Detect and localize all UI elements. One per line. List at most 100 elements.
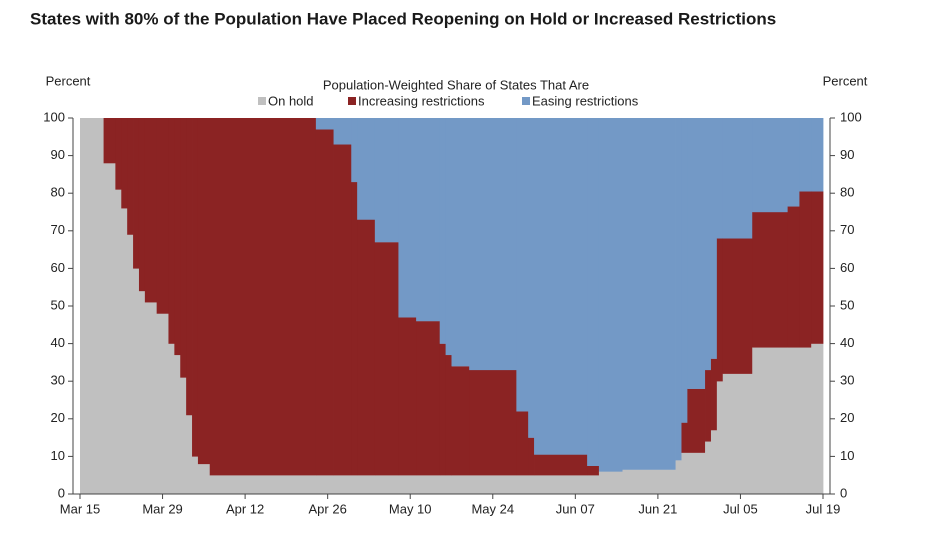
x-tick-label: Mar 15 <box>60 501 100 516</box>
area-step <box>156 118 169 314</box>
area-step <box>451 118 470 367</box>
area-step <box>416 475 441 495</box>
chart-title: States with 80% of the Population Have P… <box>30 9 776 28</box>
y2-axis-label: Percent <box>823 73 868 88</box>
legend-swatch <box>348 97 356 105</box>
area-step <box>351 118 358 183</box>
area-step <box>374 118 399 243</box>
y-tick-label: 20 <box>51 410 65 425</box>
x-tick-label: Jul 19 <box>806 501 841 516</box>
area-step <box>687 388 706 453</box>
x-tick-label: Mar 29 <box>142 501 182 516</box>
area-step <box>716 118 724 239</box>
area-step <box>374 475 399 495</box>
area-step <box>209 118 317 476</box>
area-step <box>716 381 724 495</box>
area-step <box>333 475 352 495</box>
area-step <box>174 118 181 356</box>
y2-tick-label: 0 <box>840 485 847 500</box>
area-step <box>351 181 358 476</box>
y2-tick-label: 40 <box>840 335 854 350</box>
y2-tick-label: 30 <box>840 373 854 388</box>
area-step <box>587 465 600 476</box>
legend-swatch <box>522 97 530 105</box>
x-tick-label: Jul 05 <box>723 501 758 516</box>
y-tick-label: 50 <box>51 297 65 312</box>
y-tick-label: 100 <box>43 109 65 124</box>
area-step <box>469 475 517 495</box>
area-step <box>156 313 169 495</box>
area-step <box>121 118 128 209</box>
area-step <box>180 377 187 495</box>
area-step <box>516 411 529 476</box>
y2-tick-label: 70 <box>840 222 854 237</box>
area-step <box>799 347 812 495</box>
area-step <box>398 118 417 318</box>
x-tick-label: Apr 12 <box>226 501 264 516</box>
area-step <box>587 118 600 466</box>
area-step <box>416 321 441 476</box>
area-step <box>103 163 116 495</box>
legend-title: Population-Weighted Share of States That… <box>323 77 589 92</box>
area-step <box>587 475 600 495</box>
legend-label: On hold <box>268 93 314 108</box>
area-step <box>681 452 688 495</box>
area-step <box>174 354 181 495</box>
y-tick-label: 60 <box>51 260 65 275</box>
area-step <box>127 118 134 235</box>
area-step <box>138 290 146 495</box>
area-step <box>115 118 122 190</box>
area-step <box>675 118 682 461</box>
area-step <box>675 460 682 495</box>
area-step <box>516 475 529 495</box>
area-step <box>622 469 676 495</box>
area-step <box>681 422 688 453</box>
area-step <box>811 343 824 495</box>
area-step <box>752 118 789 213</box>
y-tick-label: 40 <box>51 335 65 350</box>
area-step <box>445 475 452 495</box>
area-step <box>192 456 199 495</box>
x-tick-label: Jun 21 <box>638 501 677 516</box>
area-step <box>103 118 116 164</box>
area-step <box>534 118 588 455</box>
area-step <box>687 452 706 495</box>
area-step <box>722 238 753 374</box>
y2-tick-label: 10 <box>840 448 854 463</box>
area-step <box>622 118 676 470</box>
area-step <box>439 118 447 344</box>
y-tick-label: 90 <box>51 147 65 162</box>
area-step <box>710 118 718 359</box>
y2-tick-label: 50 <box>840 297 854 312</box>
area-step <box>315 129 334 476</box>
area-step <box>416 118 441 322</box>
area-step <box>445 118 452 356</box>
area-step <box>752 347 789 495</box>
area-step <box>722 373 753 495</box>
area-step <box>716 238 724 382</box>
area-step <box>799 191 812 348</box>
area-step <box>528 118 535 438</box>
area-step <box>451 366 470 476</box>
area-step <box>710 430 718 495</box>
area-step <box>451 475 470 495</box>
area-step <box>398 317 417 476</box>
x-tick-label: May 10 <box>389 501 432 516</box>
area-step <box>439 343 447 476</box>
area-step <box>528 475 535 495</box>
y2-tick-label: 80 <box>840 185 854 200</box>
area-step <box>705 118 712 371</box>
area-step <box>469 118 517 371</box>
x-tick-label: Jun 07 <box>556 501 595 516</box>
area-step <box>445 354 452 476</box>
y2-tick-label: 90 <box>840 147 854 162</box>
x-tick-label: Apr 26 <box>309 501 347 516</box>
area-step <box>351 475 358 495</box>
area-step <box>138 118 146 292</box>
legend-label: Easing restrictions <box>532 93 639 108</box>
area-step <box>333 144 352 476</box>
area-step <box>469 369 517 476</box>
area-step <box>598 471 623 495</box>
area-step <box>209 475 317 495</box>
